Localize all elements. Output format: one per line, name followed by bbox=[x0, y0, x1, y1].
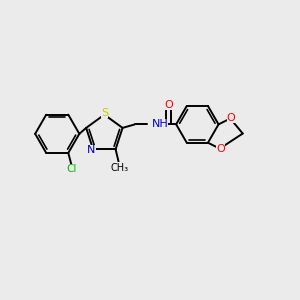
Text: Cl: Cl bbox=[66, 164, 76, 174]
Text: NH: NH bbox=[152, 119, 168, 129]
Text: O: O bbox=[227, 113, 236, 123]
Text: O: O bbox=[164, 100, 173, 110]
Text: S: S bbox=[101, 108, 108, 118]
Text: O: O bbox=[216, 144, 225, 154]
Text: CH₃: CH₃ bbox=[110, 163, 128, 172]
Text: N: N bbox=[87, 145, 95, 155]
